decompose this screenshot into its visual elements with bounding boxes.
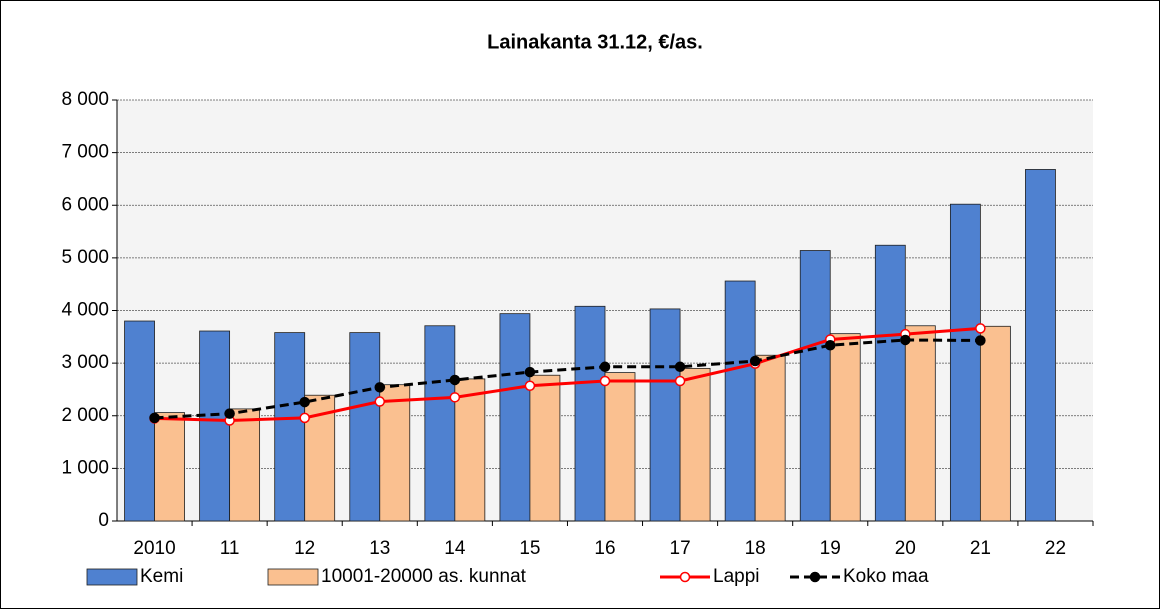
marker [299,412,310,424]
legend-marker [679,571,691,583]
legend-label: Kemi [140,566,183,587]
marker [599,375,611,387]
legend-label: 10001-20000 as. kunnat [321,566,527,587]
x-tick-label: 21 [970,538,991,559]
bar [349,332,381,522]
bar [154,412,185,522]
y-tick-label: 4 000 [61,300,109,321]
bar [229,408,261,522]
bar [679,367,711,522]
y-tick-label: 2 000 [61,405,109,426]
x-tick-label: 17 [670,538,691,559]
x-tick-label: 19 [820,538,841,559]
marker [900,334,911,346]
legend-marker [809,571,821,583]
y-tick-label: 3 000 [61,352,109,373]
bar [904,325,936,522]
legend-label: Koko maa [843,566,929,587]
bar [1025,169,1056,522]
bar [799,250,831,522]
bar [649,308,681,522]
bar [754,354,786,522]
bar [979,325,1011,522]
x-tick-label: 14 [444,538,466,559]
x-tick-label: 11 [220,538,240,559]
x-tick-label: 16 [594,538,615,559]
x-tick-label: 18 [745,538,766,559]
marker [975,323,986,334]
marker [224,408,235,419]
x-tick-label: 15 [519,538,540,559]
x-tick-label: 22 [1045,538,1066,559]
marker [975,335,986,346]
marker [149,412,160,424]
y-tick-label: 5 000 [61,247,109,268]
marker [524,366,536,378]
marker [674,361,686,373]
marker [824,339,836,351]
x-tick-label: 12 [294,538,315,559]
y-tick-label: 6 000 [61,194,109,215]
y-tick-label: 8 000 [61,89,109,110]
x-tick-label: 20 [895,538,916,559]
x-tick-label: 13 [369,538,390,559]
bar [124,320,155,522]
bar [454,378,486,522]
line [154,326,981,422]
legend-swatch [267,568,319,586]
marker [299,396,310,408]
marker [449,374,461,386]
bar [604,372,636,522]
marker [524,380,536,392]
x-tick-label: 2010 [133,538,175,559]
marker [749,355,761,367]
marker [674,375,686,387]
bar [724,280,756,522]
chart-title: Lainakanta 31.12, €/as. [487,31,703,53]
marker [599,361,611,373]
bar [379,384,411,522]
bar [874,244,906,522]
marker [374,382,386,393]
y-tick-label: 7 000 [61,142,109,163]
legend-swatch [86,568,138,586]
bar [499,313,531,522]
line [154,338,981,420]
marker [449,392,461,403]
bar [829,333,861,522]
bar [274,332,306,522]
bar [949,203,981,522]
bar [574,305,606,522]
marker [374,396,386,407]
y-tick-label: 0 [98,510,109,531]
bar [424,325,456,522]
y-tick-label: 1 000 [61,457,109,478]
bar [529,374,561,522]
legend-label: Lappi [713,566,760,587]
bar [199,330,231,522]
